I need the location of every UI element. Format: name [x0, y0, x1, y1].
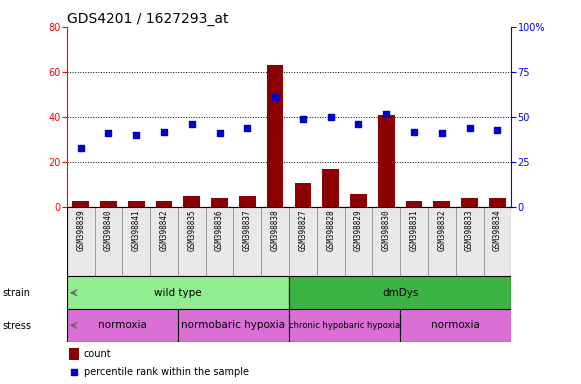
Bar — [150, 207, 178, 276]
Bar — [67, 207, 95, 276]
Point — [465, 125, 474, 131]
Text: GSM398834: GSM398834 — [493, 209, 502, 251]
Bar — [67, 309, 178, 342]
Bar — [350, 194, 367, 207]
Text: GSM398831: GSM398831 — [410, 209, 418, 251]
Text: percentile rank within the sample: percentile rank within the sample — [84, 367, 249, 377]
Bar — [289, 207, 317, 276]
Text: GSM398835: GSM398835 — [187, 209, 196, 251]
Bar — [489, 198, 505, 207]
Bar — [211, 198, 228, 207]
Bar — [178, 309, 289, 342]
Text: GSM398840: GSM398840 — [104, 209, 113, 251]
Point — [410, 129, 419, 135]
Text: GSM398842: GSM398842 — [160, 209, 168, 251]
Bar — [400, 207, 428, 276]
Text: GSM398827: GSM398827 — [299, 209, 307, 251]
Point — [243, 125, 252, 131]
Bar — [345, 207, 372, 276]
Point — [382, 111, 391, 117]
Text: GSM398838: GSM398838 — [271, 209, 279, 251]
Point — [104, 130, 113, 136]
Text: count: count — [84, 349, 112, 359]
Bar — [239, 196, 256, 207]
Bar — [295, 182, 311, 207]
Point — [132, 132, 141, 138]
Point — [298, 116, 307, 122]
Point — [349, 252, 358, 258]
Point — [187, 121, 196, 127]
Point — [159, 129, 168, 135]
Bar — [69, 348, 79, 359]
Text: stress: stress — [3, 321, 32, 331]
Text: wild type: wild type — [154, 288, 202, 298]
Bar — [206, 207, 234, 276]
Point — [326, 114, 335, 120]
Text: normobaric hypoxia: normobaric hypoxia — [181, 320, 285, 331]
Text: GSM398839: GSM398839 — [76, 209, 85, 251]
Text: strain: strain — [3, 288, 31, 298]
Text: GSM398837: GSM398837 — [243, 209, 252, 251]
Text: dmDys: dmDys — [382, 288, 418, 298]
Text: GSM398841: GSM398841 — [132, 209, 141, 251]
Bar — [73, 200, 89, 207]
Bar — [378, 115, 394, 207]
Bar — [483, 207, 511, 276]
Point — [493, 127, 502, 133]
Bar — [406, 200, 422, 207]
Bar — [433, 200, 450, 207]
Text: GSM398836: GSM398836 — [215, 209, 224, 251]
Bar — [178, 207, 206, 276]
Bar — [322, 169, 339, 207]
Text: GSM398828: GSM398828 — [326, 209, 335, 251]
Point — [271, 94, 280, 100]
Bar — [461, 198, 478, 207]
Text: GSM398829: GSM398829 — [354, 209, 363, 251]
Point — [215, 130, 224, 136]
Point — [354, 121, 363, 127]
Bar — [95, 207, 123, 276]
Text: GSM398830: GSM398830 — [382, 209, 391, 251]
Text: GDS4201 / 1627293_at: GDS4201 / 1627293_at — [67, 12, 228, 26]
Text: normoxia: normoxia — [431, 320, 480, 331]
Text: GSM398832: GSM398832 — [437, 209, 446, 251]
Point — [437, 130, 446, 136]
Bar — [267, 65, 284, 207]
Bar — [261, 207, 289, 276]
Bar — [67, 276, 289, 309]
Text: GSM398833: GSM398833 — [465, 209, 474, 251]
Bar — [128, 200, 145, 207]
Bar — [100, 200, 117, 207]
Bar — [456, 207, 483, 276]
Bar — [184, 196, 200, 207]
Text: normoxia: normoxia — [98, 320, 147, 331]
Bar — [289, 309, 400, 342]
Bar — [156, 200, 173, 207]
Bar — [372, 207, 400, 276]
Bar — [234, 207, 261, 276]
Bar — [317, 207, 345, 276]
Bar — [289, 276, 511, 309]
Point — [76, 145, 85, 151]
Bar — [123, 207, 150, 276]
Bar — [428, 207, 456, 276]
Bar — [400, 309, 511, 342]
Text: chronic hypobaric hypoxia: chronic hypobaric hypoxia — [289, 321, 400, 330]
